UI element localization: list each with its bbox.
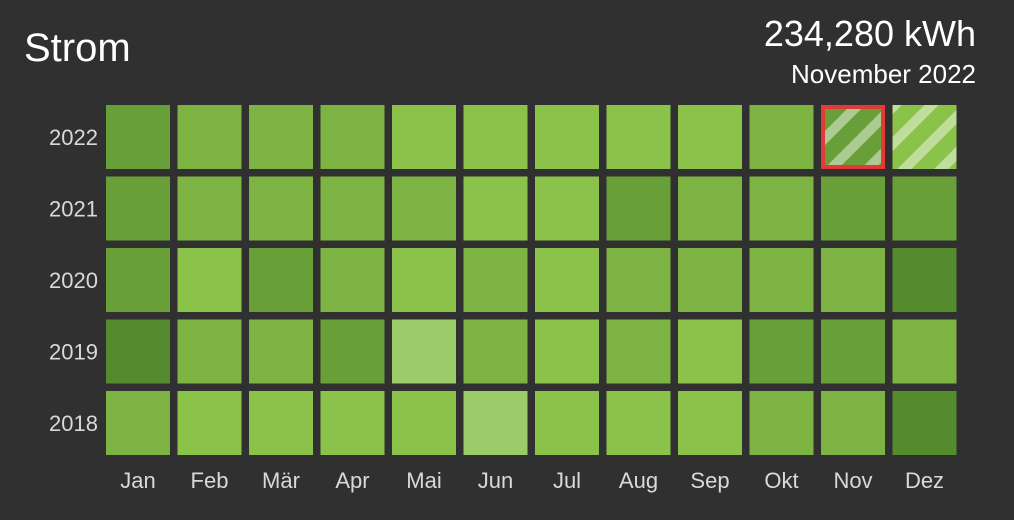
heatmap-cell-2021-Mai[interactable] (392, 176, 456, 241)
month-label-Nov: Nov (833, 468, 872, 493)
heatmap-cell-2019-Jul[interactable] (535, 319, 599, 384)
heatmap-cell-2022-Jul[interactable] (535, 105, 599, 169)
heatmap-cell-2019-Jan[interactable] (106, 319, 170, 384)
heatmap-cell-2019-Mär[interactable] (249, 319, 313, 384)
heatmap-cell-2020-Okt[interactable] (749, 248, 814, 312)
heatmap-cell-2022-Sep[interactable] (678, 105, 742, 169)
year-label-2021: 2021 (49, 197, 98, 222)
heatmap-cell-2019-Aug[interactable] (606, 319, 671, 384)
month-label-Aug: Aug (619, 468, 658, 493)
heatmap-cell-2020-Sep[interactable] (678, 248, 742, 312)
month-label-Sep: Sep (690, 468, 729, 493)
heatmap-cell-2018-Sep[interactable] (678, 391, 742, 455)
heatmap-cell-2022-Mai[interactable] (392, 105, 456, 169)
selected-period: November 2022 (791, 59, 976, 89)
year-label-2020: 2020 (49, 268, 98, 293)
incomplete-hatch-2022-Dez (892, 105, 957, 169)
month-label-Feb: Feb (191, 468, 229, 493)
incomplete-hatch-2022-Nov (821, 105, 885, 169)
heatmap-cell-2021-Aug[interactable] (606, 176, 671, 241)
heatmap-cell-2022-Aug[interactable] (606, 105, 671, 169)
heatmap-cell-2020-Apr[interactable] (320, 248, 385, 312)
heatmap-cell-2021-Nov[interactable] (821, 176, 885, 241)
heatmap-cell-2022-Okt[interactable] (749, 105, 814, 169)
month-label-Jun: Jun (478, 468, 513, 493)
heatmap-cell-2020-Mär[interactable] (249, 248, 313, 312)
heatmap-cell-2020-Feb[interactable] (177, 248, 242, 312)
year-label-2022: 2022 (49, 125, 98, 150)
heatmap-cell-2021-Okt[interactable] (749, 176, 814, 241)
selected-total-value: 234,280 kWh (763, 13, 976, 54)
heatmap-cell-2019-Mai[interactable] (392, 319, 456, 384)
heatmap-cell-2020-Jun[interactable] (463, 248, 528, 312)
heatmap-cell-2018-Apr[interactable] (320, 391, 385, 455)
card-title: Strom (24, 26, 131, 70)
heatmap-cell-2018-Jul[interactable] (535, 391, 599, 455)
heatmap-cell-2020-Jul[interactable] (535, 248, 599, 312)
month-label-Mär: Mär (262, 468, 300, 493)
heatmap-cell-2020-Aug[interactable] (606, 248, 671, 312)
heatmap-cell-2021-Mär[interactable] (249, 176, 313, 241)
month-label-Apr: Apr (335, 468, 369, 493)
heatmap-cell-2021-Apr[interactable] (320, 176, 385, 241)
heatmap-cell-2020-Mai[interactable] (392, 248, 456, 312)
heatmap-cell-2018-Nov[interactable] (821, 391, 885, 455)
heatmap-cell-2021-Feb[interactable] (177, 176, 242, 241)
heatmap-cell-2018-Mai[interactable] (392, 391, 456, 455)
heatmap-cell-2019-Jun[interactable] (463, 319, 528, 384)
heatmap-cell-2019-Apr[interactable] (320, 319, 385, 384)
heatmap-cell-2018-Dez[interactable] (892, 391, 957, 455)
heatmap-cell-2019-Sep[interactable] (678, 319, 742, 384)
heatmap-cell-2021-Sep[interactable] (678, 176, 742, 241)
heatmap-cell-2022-Jun[interactable] (463, 105, 528, 169)
month-label-Okt: Okt (764, 468, 798, 493)
selected-cell-outline (821, 105, 885, 169)
heatmap-cell-2021-Jun[interactable] (463, 176, 528, 241)
heatmap-cell-2020-Nov[interactable] (821, 248, 885, 312)
heatmap-cell-2022-Mär[interactable] (249, 105, 313, 169)
month-label-Mai: Mai (406, 468, 441, 493)
month-label-Jul: Jul (553, 468, 581, 493)
heatmap-cell-2021-Jan[interactable] (106, 176, 170, 241)
heatmap-cell-2019-Feb[interactable] (177, 319, 242, 384)
heatmap-cell-2021-Jul[interactable] (535, 176, 599, 241)
heatmap-cell-2020-Dez[interactable] (892, 248, 957, 312)
year-label-2018: 2018 (49, 411, 98, 436)
heatmap-cell-2018-Aug[interactable] (606, 391, 671, 455)
heatmap-cell-2018-Jan[interactable] (106, 391, 170, 455)
heatmap-cell-2021-Dez[interactable] (892, 176, 957, 241)
year-label-2019: 2019 (49, 340, 98, 365)
heatmap-cell-2020-Jan[interactable] (106, 248, 170, 312)
heatmap-cell-2022-Jan[interactable] (106, 105, 170, 169)
heatmap-cell-2019-Nov[interactable] (821, 319, 885, 384)
heatmap-cell-2018-Jun[interactable] (463, 391, 528, 455)
heatmap-cell-2022-Feb[interactable] (177, 105, 242, 169)
heatmap-cell-2018-Okt[interactable] (749, 391, 814, 455)
heatmap-cell-2018-Feb[interactable] (177, 391, 242, 455)
heatmap-cell-2018-Mär[interactable] (249, 391, 313, 455)
month-label-Jan: Jan (120, 468, 155, 493)
heatmap-cell-2022-Apr[interactable] (320, 105, 385, 169)
month-label-Dez: Dez (905, 468, 944, 493)
heatmap-cell-2019-Okt[interactable] (749, 319, 814, 384)
heatmap-cell-2019-Dez[interactable] (892, 319, 957, 384)
